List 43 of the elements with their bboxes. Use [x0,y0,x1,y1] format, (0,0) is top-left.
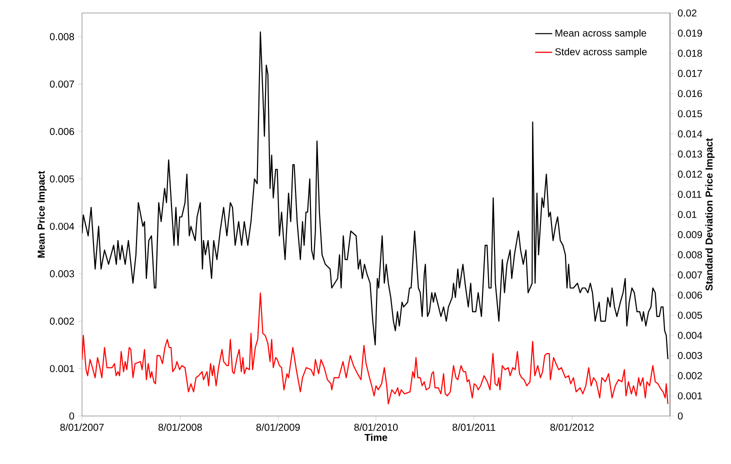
y2-tick-label: 0.015 [678,110,702,118]
x-axis-title: Time [364,434,388,441]
y-tick-label: 0.007 [50,80,74,88]
y-tick-label: 0.006 [50,128,74,136]
y2-tick-label: 0.001 [678,392,702,400]
y-tick-label: 0.004 [50,222,74,230]
y2-tick-label: 0.003 [678,352,702,360]
y2-tick-label: 0.01 [678,210,696,218]
y2-tick-label: 0.006 [678,292,702,299]
x-tick-label: 8/01/2008 [158,424,202,431]
x-tick-label: 8/01/2012 [550,424,594,431]
y2-tick-label: 0.02 [678,9,696,17]
y2-tick-label: 0.002 [678,372,702,380]
y2-tick-label: 0.018 [678,50,702,57]
y2-tick-label: 0.017 [678,70,702,77]
legend-label: Mean across sample [556,29,646,39]
x-tick-label: 8/01/2010 [354,424,398,431]
line-series [82,292,668,404]
y2-tick-label: 0.016 [678,90,702,98]
y2-tick-label: 0.019 [678,30,702,37]
line-series [82,31,668,360]
y-tick-label: 0.001 [50,365,74,372]
y2-tick-label: 0.004 [678,332,702,339]
y2-tick-label: 0.013 [678,150,702,158]
x-tick-label: 8/01/2007 [60,424,104,431]
x-tick-label: 8/01/2011 [452,424,496,431]
y-tick-label: 0.005 [50,175,74,182]
y-tick-label: 0 [69,412,74,420]
x-tick-label: 8/01/2009 [256,424,300,431]
y-tick-label: 0.008 [50,33,74,40]
y2-tick-label: 0 [678,412,683,420]
y2-tick-label: 0.012 [678,170,702,178]
y2-tick-label: 0.009 [678,231,702,238]
y2-tick-label: 0.005 [678,312,702,319]
y2-tick-label: 0.011 [678,190,702,198]
y2-tick-label: 0.014 [678,130,702,138]
y-tick-label: 0.002 [50,318,74,325]
y2-tick-label: 0.008 [678,251,702,258]
y2-axis-title: Standard Deviation Price Impact [705,138,715,291]
legend-label: Stdev across sample [555,48,647,58]
y-axis-title: Mean Price Impact [37,170,47,258]
y2-tick-label: 0.007 [678,271,702,278]
y-tick-label: 0.003 [50,270,74,278]
